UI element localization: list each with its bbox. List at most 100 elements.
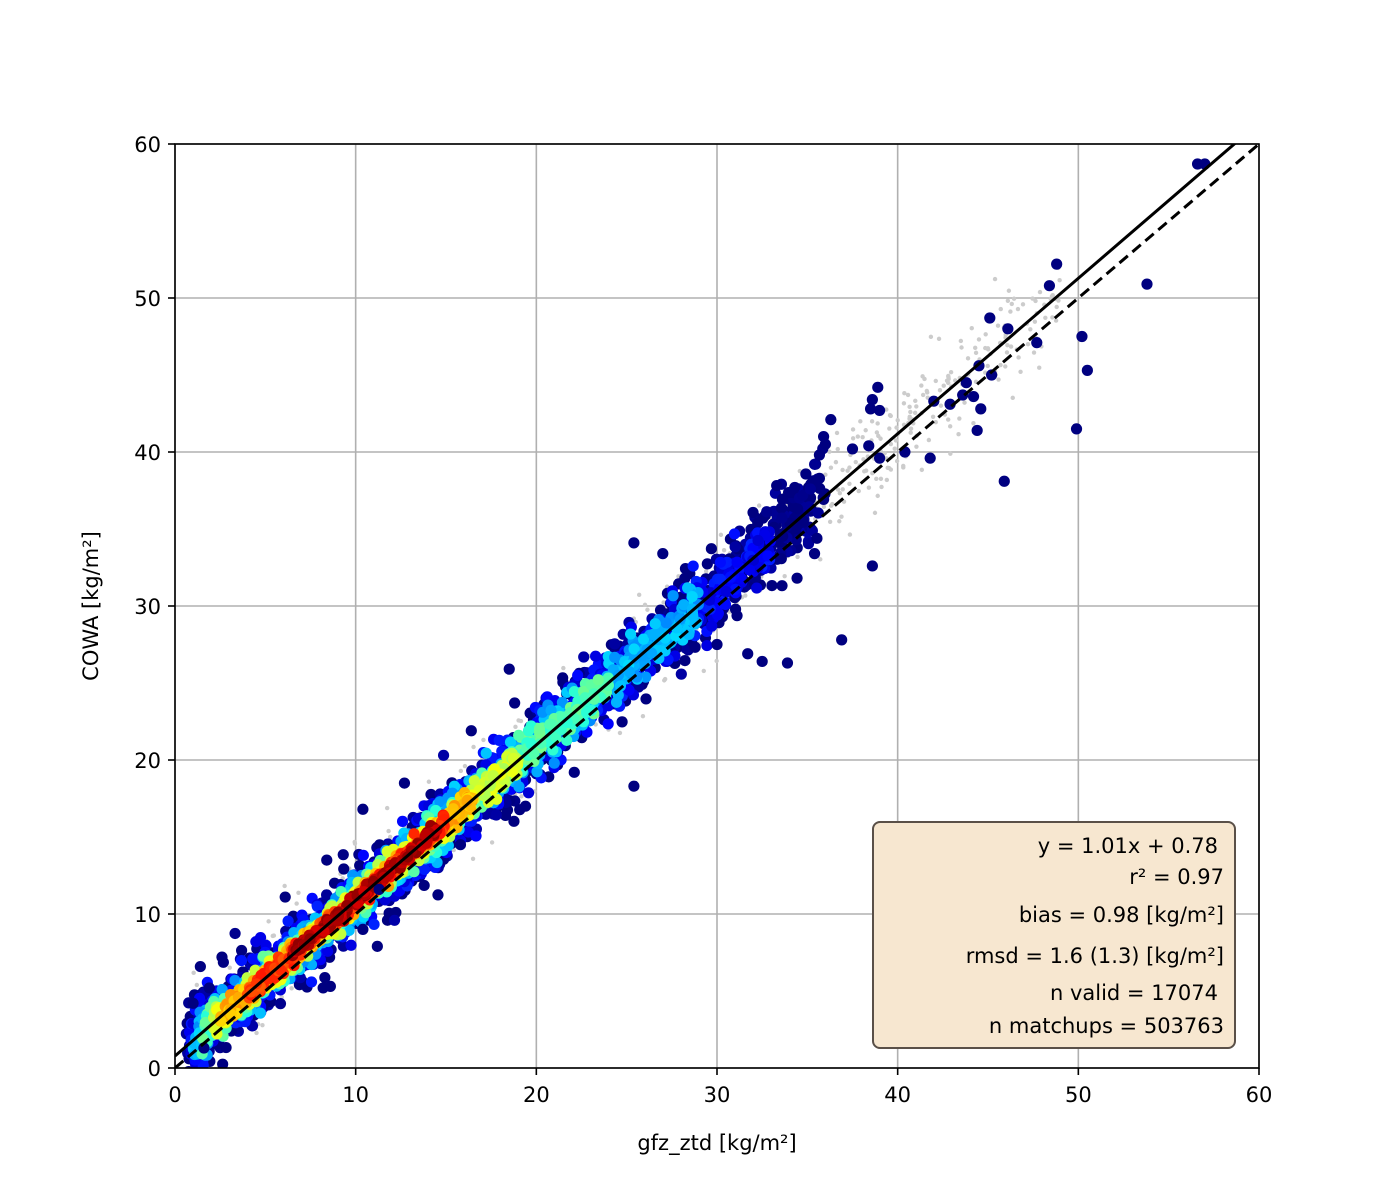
background-point	[1008, 309, 1013, 314]
background-point	[907, 416, 912, 421]
density-point	[513, 781, 525, 793]
background-point	[976, 337, 982, 342]
background-point	[387, 834, 393, 840]
density-point	[470, 830, 482, 842]
background-point	[1037, 365, 1042, 370]
background-point	[866, 485, 872, 490]
density-point	[480, 747, 492, 759]
background-point	[946, 373, 951, 379]
density-point	[704, 603, 716, 615]
background-point	[661, 600, 666, 605]
density-point	[802, 538, 815, 550]
background-point	[828, 503, 834, 508]
density-point	[437, 749, 450, 761]
density-point	[731, 610, 743, 622]
background-point	[869, 419, 875, 424]
density-point	[751, 582, 763, 594]
density-point	[776, 493, 789, 505]
background-point	[973, 350, 979, 356]
background-point	[863, 428, 868, 433]
background-point	[996, 377, 1001, 382]
density-point	[761, 506, 773, 518]
background-point	[908, 426, 914, 431]
background-point	[1016, 355, 1021, 360]
background-point	[714, 658, 719, 664]
background-point	[998, 306, 1003, 312]
density-point	[493, 734, 505, 747]
background-point	[853, 459, 858, 465]
density-point	[747, 506, 759, 519]
background-point	[847, 532, 853, 537]
density-point	[616, 716, 628, 728]
background-point	[701, 668, 706, 674]
background-point	[902, 391, 907, 396]
background-point	[937, 388, 943, 393]
background-point	[995, 323, 1001, 328]
background-point	[471, 744, 476, 750]
background-point	[462, 763, 468, 769]
background-point	[458, 768, 464, 774]
background-point	[1003, 364, 1008, 369]
density-point	[667, 590, 679, 602]
background-point	[948, 370, 954, 375]
background-point	[965, 356, 971, 361]
background-point	[1030, 296, 1035, 301]
background-point	[908, 409, 913, 415]
background-point	[513, 724, 518, 730]
background-point	[1011, 296, 1017, 301]
background-point	[908, 430, 913, 435]
background-point	[1006, 288, 1012, 293]
background-point	[386, 828, 391, 834]
background-point	[352, 839, 357, 845]
background-point	[926, 437, 932, 443]
density-point	[686, 590, 698, 603]
density-point	[396, 815, 409, 827]
background-point	[914, 444, 919, 449]
density-point	[368, 918, 380, 930]
background-point	[888, 413, 893, 419]
background-point	[1057, 278, 1062, 283]
background-point	[998, 362, 1003, 368]
background-point	[856, 488, 861, 494]
density-point	[791, 572, 803, 584]
density-point	[720, 586, 732, 598]
density-point	[418, 863, 430, 876]
density-point	[418, 879, 430, 892]
background-point	[839, 514, 844, 519]
background-point	[874, 430, 880, 435]
background-point	[1031, 350, 1037, 355]
background-point	[840, 467, 845, 473]
background-point	[850, 436, 856, 441]
background-point	[863, 468, 869, 473]
background-point	[850, 427, 856, 432]
background-point	[985, 363, 990, 369]
density-point	[687, 560, 699, 572]
density-point	[235, 944, 248, 957]
density-point	[548, 757, 560, 769]
background-point	[905, 392, 911, 398]
density-point	[557, 672, 569, 684]
background-point	[194, 982, 200, 988]
density-point	[338, 863, 350, 875]
density-point	[425, 788, 437, 801]
density-point	[729, 541, 741, 553]
background-point	[840, 487, 845, 492]
background-point	[821, 504, 827, 509]
density-point	[771, 479, 783, 492]
background-point	[962, 400, 967, 405]
background-point	[1037, 289, 1043, 295]
background-point	[957, 416, 962, 421]
background-point	[922, 376, 927, 382]
density-point	[640, 693, 652, 705]
background-point	[847, 481, 852, 486]
density-point	[590, 650, 602, 662]
background-point	[895, 418, 900, 423]
background-point	[983, 332, 988, 337]
density-point	[679, 654, 691, 667]
background-point	[892, 446, 897, 451]
background-point	[1015, 306, 1021, 312]
background-point	[718, 532, 724, 538]
density-point	[609, 651, 621, 663]
density-point	[432, 889, 444, 901]
background-point	[973, 345, 978, 351]
